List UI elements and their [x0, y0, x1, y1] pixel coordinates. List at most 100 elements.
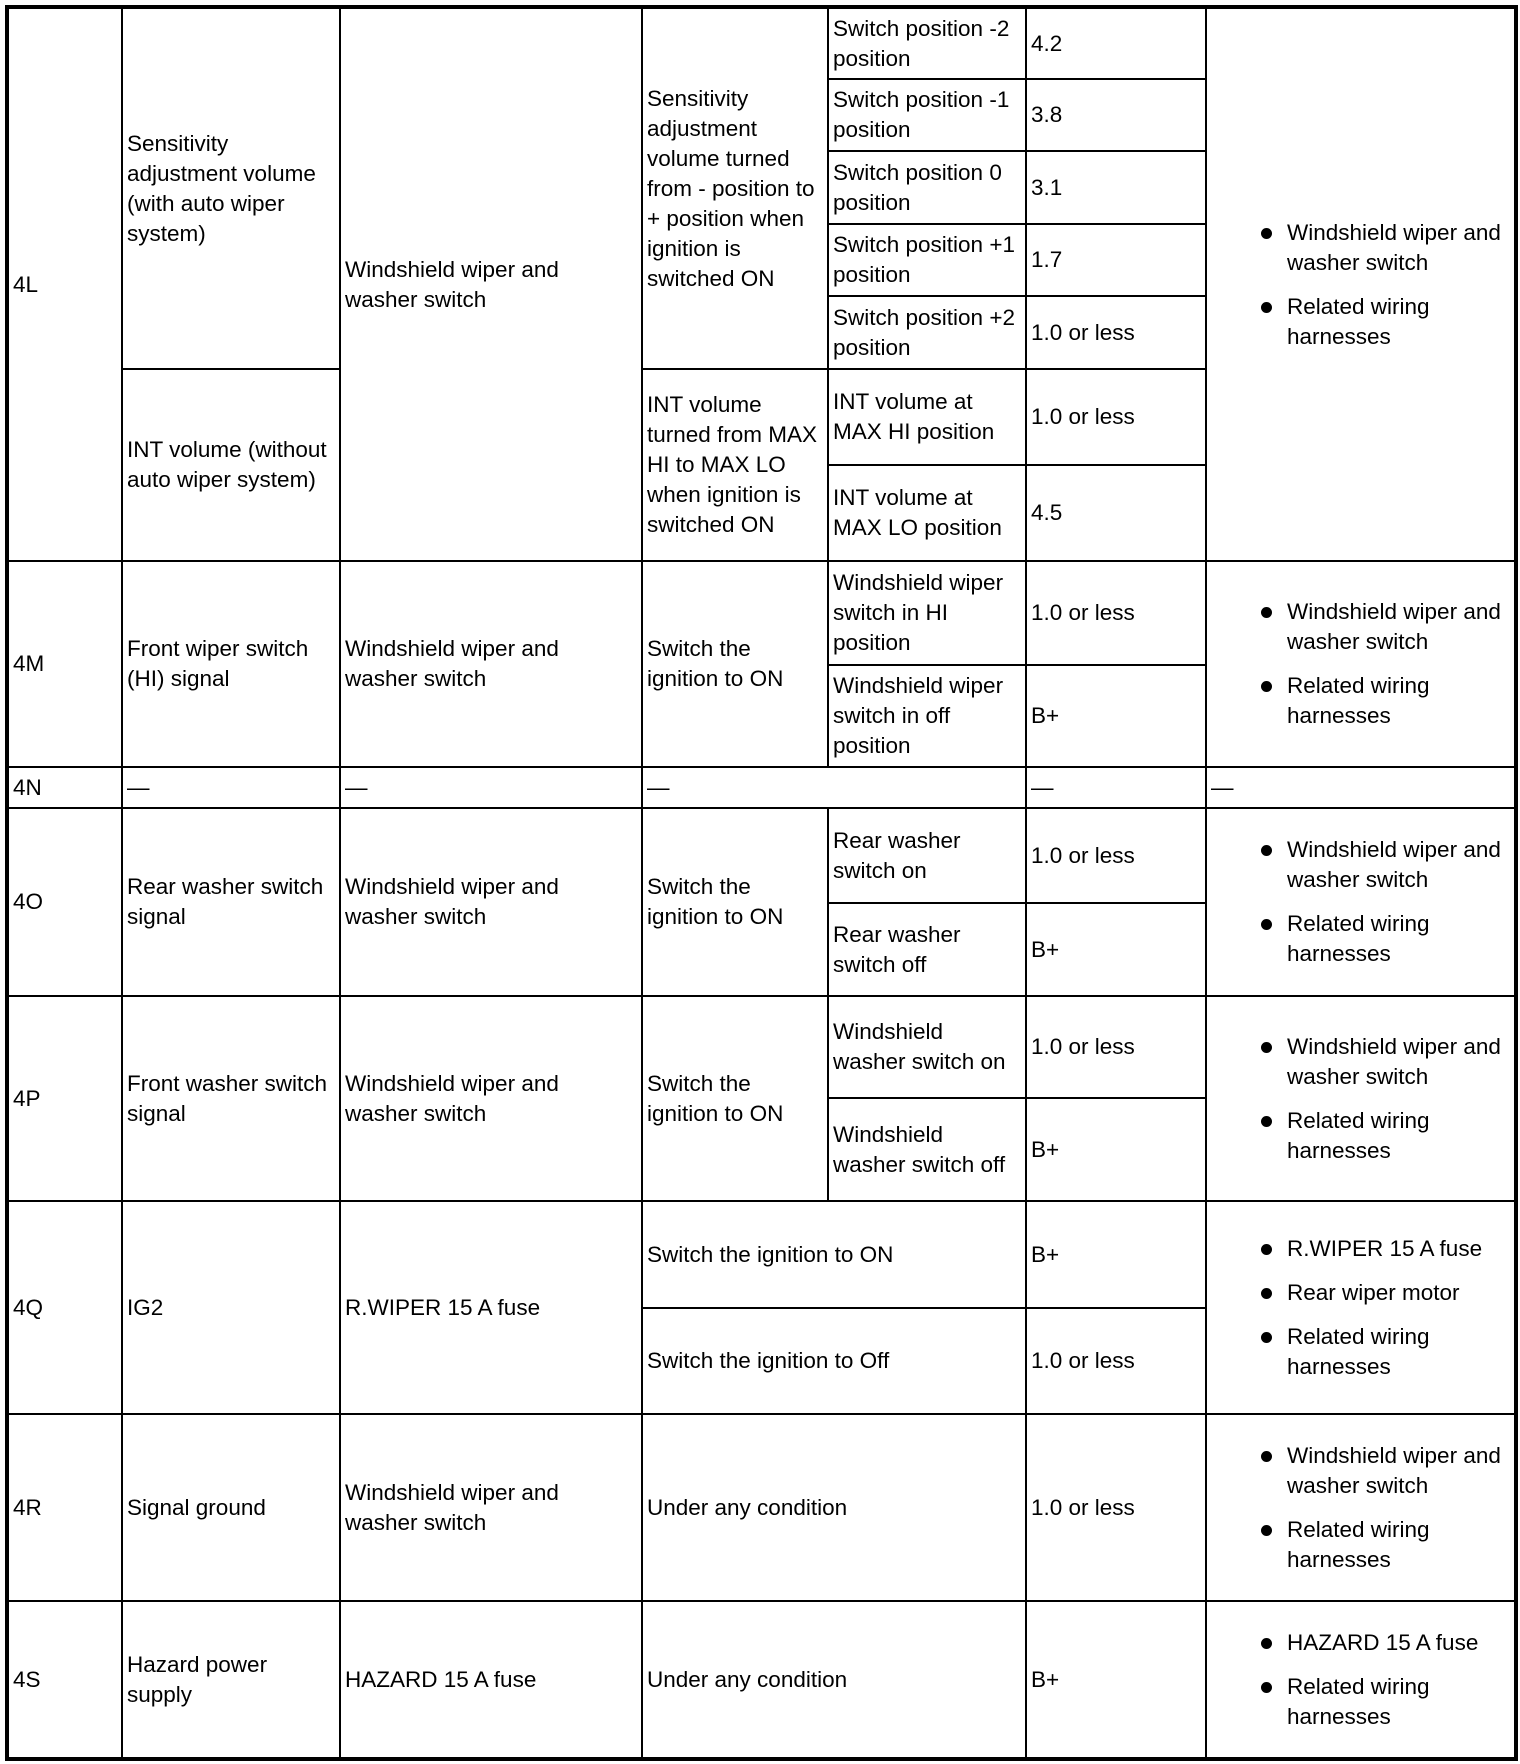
- connected-to-cell: Windshield wiper and washer switch: [339, 560, 643, 768]
- inspection-item: Related wiring harnesses: [1211, 292, 1510, 352]
- table-row: Windshield washer switch off B+: [7, 1097, 1516, 1202]
- sub-condition-cell: Windshield wiper switch in off position: [827, 664, 1027, 768]
- inspection-cell: Windshield wiper and washer switch Relate…: [1205, 807, 1517, 997]
- inspection-item: Related wiring harnesses: [1211, 1322, 1510, 1382]
- condition-cell: Sensitivity adjustment volume turned fro…: [641, 6, 829, 370]
- inspection-item: Related wiring harnesses: [1211, 909, 1510, 969]
- table-row: Switch position +1 position 1.7: [7, 223, 1516, 297]
- sub-condition-cell: Windshield washer switch on: [827, 995, 1027, 1099]
- table-row: 4R Signal ground Windshield wiper and wa…: [6, 1413, 1517, 1602]
- condition-cell: —: [641, 766, 1027, 809]
- voltage-cell: 1.0 or less: [1025, 1307, 1207, 1415]
- voltage-cell: 1.0 or less: [1025, 368, 1207, 466]
- table-row: Switch position 0 position 3.1: [7, 150, 1516, 225]
- connected-to-cell: Windshield wiper and washer switch: [339, 995, 643, 1202]
- item-cell: Front wiper switch (HI) signal: [121, 560, 341, 768]
- terminal-inspection-table: 4L Sensitivity adjustment volume (with a…: [5, 5, 1518, 1761]
- inspection-cell: R.WIPER 15 A fuse Rear wiper motor Related…: [1205, 1200, 1517, 1415]
- voltage-cell: B+: [1025, 1200, 1207, 1309]
- inspection-item: Windshield wiper and washer switch: [1211, 1032, 1510, 1092]
- item-cell: Sensitivity adjustment volume (with auto…: [121, 6, 341, 370]
- voltage-cell: —: [1025, 766, 1207, 809]
- condition-cell: INT volume turned from MAX HI to MAX LO …: [641, 368, 829, 562]
- item-cell: Front washer switch signal: [121, 995, 341, 1202]
- voltage-cell: B+: [1025, 1600, 1207, 1760]
- inspection-item: Windshield wiper and washer switch: [1211, 1441, 1510, 1501]
- item-cell: Hazard power supply: [121, 1600, 341, 1760]
- voltage-cell: B+: [1025, 1097, 1207, 1202]
- inspection-item: Related wiring harnesses: [1211, 1672, 1510, 1732]
- connected-to-cell: R.WIPER 15 A fuse: [339, 1200, 643, 1415]
- terminal-cell: 4S: [6, 1600, 123, 1760]
- inspection-item: Related wiring harnesses: [1211, 671, 1510, 731]
- condition-cell: Switch the ignition to ON: [641, 1200, 1027, 1309]
- terminal-cell: 4P: [6, 995, 123, 1202]
- item-cell: —: [121, 766, 341, 809]
- sub-condition-cell: Windshield washer switch off: [827, 1097, 1027, 1202]
- inspection-item: Related wiring harnesses: [1211, 1106, 1510, 1166]
- terminal-cell: 4M: [6, 560, 123, 768]
- voltage-cell: 3.8: [1025, 78, 1207, 152]
- condition-cell: Switch the ignition to ON: [641, 560, 829, 768]
- inspection-cell: Windshield wiper and washer switch Relate…: [1205, 995, 1517, 1202]
- terminal-cell: 4R: [6, 1413, 123, 1602]
- table-row: Windshield wiper switch in off position B…: [7, 664, 1516, 768]
- voltage-cell: 1.7: [1025, 223, 1207, 297]
- inspection-cell: Windshield wiper and washer switch Relate…: [1205, 1413, 1517, 1602]
- voltage-cell: B+: [1025, 664, 1207, 768]
- terminal-cell: 4N: [6, 766, 123, 809]
- voltage-cell: 3.1: [1025, 150, 1207, 225]
- inspection-item: R.WIPER 15 A fuse: [1211, 1234, 1510, 1264]
- sub-condition-cell: Switch position +1 position: [827, 223, 1027, 297]
- voltage-cell: B+: [1025, 902, 1207, 997]
- table-row: INT volume at MAX LO position 4.5: [7, 464, 1516, 562]
- inspection-cell: —: [1205, 766, 1517, 809]
- inspection-item: HAZARD 15 A fuse: [1211, 1628, 1510, 1658]
- table-row: 4Q IG2 R.WIPER 15 A fuse Switch the igni…: [6, 1200, 1517, 1415]
- sub-condition-cell: Switch position -1 position: [827, 78, 1027, 152]
- voltage-cell: 1.0 or less: [1025, 295, 1207, 370]
- inspection-cell: HAZARD 15 A fuse Related wiring harnesses: [1205, 1600, 1517, 1760]
- inspection-cell: Windshield wiper and washer switch Relate…: [1205, 6, 1517, 562]
- sub-condition-cell: Switch position +2 position: [827, 295, 1027, 370]
- condition-cell: Switch the ignition to Off: [641, 1307, 1027, 1415]
- sub-condition-cell: Windshield wiper switch in HI position: [827, 560, 1027, 666]
- table-row: 4P Front washer switch signal Windshield…: [6, 995, 1517, 1202]
- item-cell: INT volume (without auto wiper system): [121, 368, 341, 562]
- voltage-cell: 1.0 or less: [1025, 1413, 1207, 1602]
- inspection-item: Windshield wiper and washer switch: [1211, 597, 1510, 657]
- table-row: Switch position +2 position 1.0 or less: [7, 295, 1516, 370]
- item-cell: Rear washer switch signal: [121, 807, 341, 997]
- table-row: 4L Sensitivity adjustment volume (with a…: [6, 6, 1517, 562]
- table-row: INT volume (without auto wiper system) I…: [7, 368, 1516, 562]
- connected-to-cell: HAZARD 15 A fuse: [339, 1600, 643, 1760]
- table-row: Switch the ignition to Off 1.0 or less: [7, 1307, 1516, 1415]
- inspection-item: Rear wiper motor: [1211, 1278, 1510, 1308]
- table-row: Switch position -1 position 3.8: [7, 78, 1516, 152]
- sub-condition-cell: Rear washer switch on: [827, 807, 1027, 904]
- voltage-cell: 4.5: [1025, 464, 1207, 562]
- connected-to-cell: Windshield wiper and washer switch: [339, 6, 643, 562]
- terminal-cell: 4O: [6, 807, 123, 997]
- inspection-item: Related wiring harnesses: [1211, 1515, 1510, 1575]
- terminal-cell: 4L: [6, 6, 123, 562]
- condition-cell: Under any condition: [641, 1600, 1027, 1760]
- sub-condition-cell: Switch position -2 position: [827, 6, 1027, 80]
- connected-to-cell: —: [339, 766, 643, 809]
- table-row: 4O Rear washer switch signal Windshield …: [6, 807, 1517, 997]
- voltage-cell: 1.0 or less: [1025, 560, 1207, 666]
- sub-condition-cell: INT volume at MAX LO position: [827, 464, 1027, 562]
- voltage-cell: 4.2: [1025, 6, 1207, 80]
- inspection-item: Windshield wiper and washer switch: [1211, 835, 1510, 895]
- inspection-cell: Windshield wiper and washer switch Relate…: [1205, 560, 1517, 768]
- condition-cell: Switch the ignition to ON: [641, 807, 829, 997]
- item-cell: Signal ground: [121, 1413, 341, 1602]
- table-row: 4N — — — — —: [6, 766, 1517, 809]
- sub-condition-cell: Switch position 0 position: [827, 150, 1027, 225]
- terminal-cell: 4Q: [6, 1200, 123, 1415]
- connected-to-cell: Windshield wiper and washer switch: [339, 807, 643, 997]
- condition-cell: Under any condition: [641, 1413, 1027, 1602]
- item-cell: IG2: [121, 1200, 341, 1415]
- table-row: 4S Hazard power supply HAZARD 15 A fuse …: [6, 1600, 1517, 1760]
- sub-condition-cell: INT volume at MAX HI position: [827, 368, 1027, 466]
